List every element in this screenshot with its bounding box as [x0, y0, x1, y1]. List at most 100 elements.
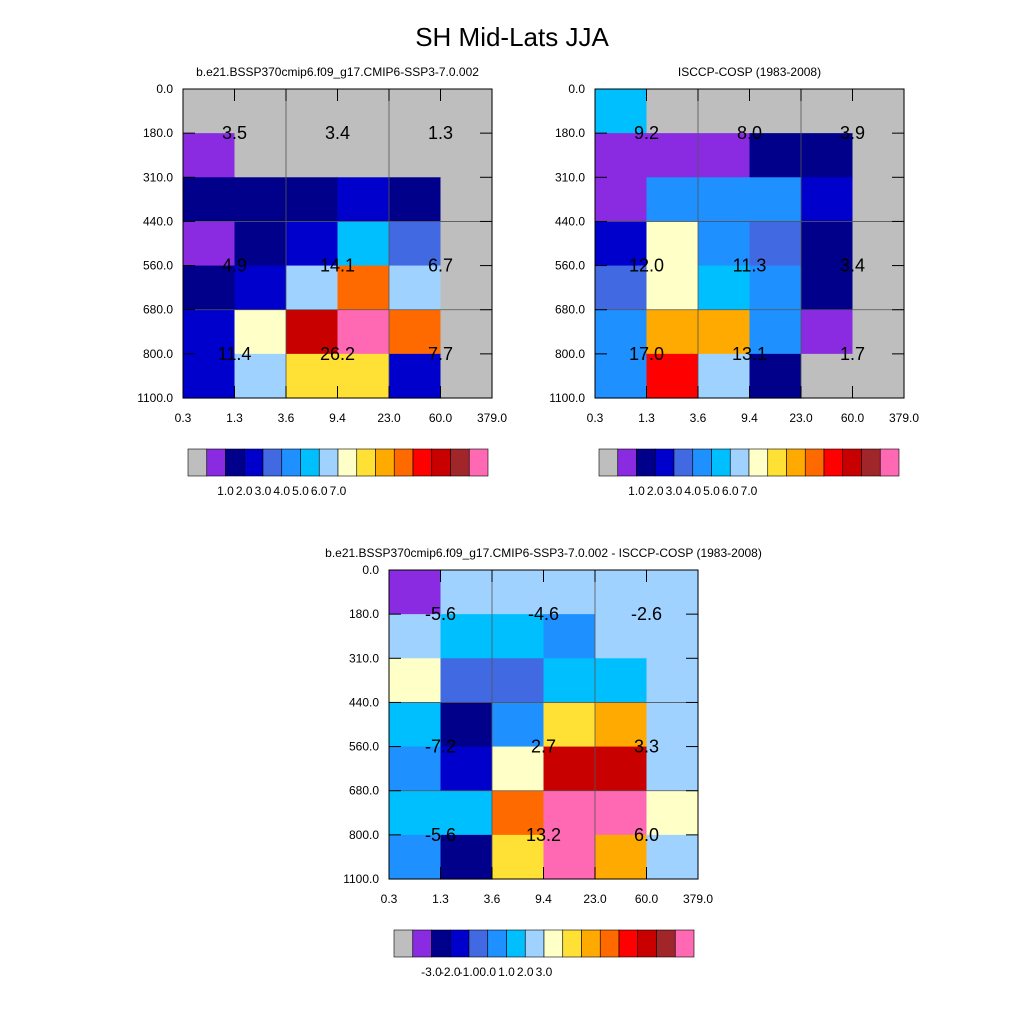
colorbar-swatch — [393, 929, 414, 958]
colorbar-swatch — [729, 448, 750, 477]
y-tick-label: 0.0 — [568, 82, 585, 96]
colorbar-swatch — [524, 929, 545, 958]
heatmap-cell — [440, 614, 493, 659]
colorbar-swatch — [543, 929, 564, 958]
colorbar-swatch — [692, 448, 712, 477]
heatmap-cell — [337, 177, 390, 223]
x-tick-label: 1.3 — [432, 892, 449, 906]
heatmap-cell — [646, 177, 699, 223]
heatmap-cell — [183, 177, 236, 223]
colorbar-swatch — [767, 448, 787, 477]
y-tick-label: 310.0 — [555, 170, 585, 184]
heatmap-cell — [440, 834, 493, 880]
figure-title: SH Mid-Lats JJA — [415, 22, 609, 52]
heatmap-cell — [646, 702, 699, 748]
heatmap-cell — [389, 133, 442, 178]
heatmap-cell — [698, 177, 751, 223]
colorbar-swatch — [879, 448, 900, 477]
heatmap-cell — [646, 353, 699, 399]
data-label: 12.0 — [629, 256, 664, 276]
x-tick-label: 23.0 — [377, 411, 401, 425]
heatmap-cell — [234, 353, 287, 399]
data-label: 14.1 — [320, 256, 355, 276]
x-tick-label: 1.3 — [638, 411, 655, 425]
colorbar-label: 1.0 — [628, 484, 645, 498]
heatmap-cell — [492, 702, 545, 748]
heatmap-cell — [440, 570, 493, 615]
heatmap-cell — [234, 309, 287, 355]
colorbar-swatch — [431, 448, 451, 477]
colorbar-swatch — [617, 448, 637, 477]
x-tick-label: 1.3 — [226, 411, 243, 425]
data-label: 7.7 — [428, 344, 453, 364]
y-tick-label: 180.0 — [349, 607, 379, 621]
x-tick-label: 3.6 — [484, 892, 501, 906]
heatmap-cell — [749, 353, 802, 399]
data-label: 4.9 — [222, 256, 247, 276]
colorbar-swatch — [673, 448, 694, 477]
y-tick-label: 310.0 — [143, 170, 173, 184]
colorbar-label: 0.0 — [479, 965, 496, 979]
y-tick-label: 680.0 — [143, 303, 173, 317]
heatmap-cell — [337, 221, 390, 267]
data-label: 9.2 — [634, 123, 659, 143]
heatmap-cell — [492, 790, 545, 836]
colorbar-swatch — [656, 929, 676, 958]
heatmap-cell — [595, 177, 648, 223]
heatmap-cell — [646, 309, 699, 355]
colorbar-label: 6.0 — [311, 484, 328, 498]
colorbar-label: 4.0 — [273, 484, 290, 498]
heatmap-cell — [492, 658, 545, 704]
heatmap-cell — [852, 177, 905, 223]
y-tick-label: 310.0 — [349, 651, 379, 665]
heatmap-cell — [801, 177, 854, 223]
y-tick-label: 0.0 — [362, 563, 379, 577]
x-tick-label: 0.3 — [381, 892, 398, 906]
heatmap-cell — [492, 570, 545, 615]
heatmap-cell — [286, 177, 339, 223]
heatmap-cell — [595, 265, 648, 311]
heatmap-cell — [389, 790, 442, 836]
heatmap-cell — [440, 177, 493, 223]
heatmap-cell — [595, 702, 648, 748]
heatmap-cell — [646, 265, 699, 311]
x-tick-label: 379.0 — [477, 411, 507, 425]
heatmap-cell — [183, 265, 236, 311]
heatmap-cell — [801, 89, 854, 134]
colorbar-swatch — [393, 448, 414, 477]
colorbar-swatch — [674, 929, 695, 958]
heatmap-cell — [852, 353, 905, 399]
heatmap-cell — [852, 309, 905, 355]
heatmap-cell — [337, 353, 390, 399]
heatmap-cell — [440, 702, 493, 748]
data-label: 13.2 — [526, 825, 561, 845]
colorbar-swatch — [842, 448, 862, 477]
heatmap-cell — [698, 265, 751, 311]
colorbar-swatch — [468, 448, 489, 477]
colorbar-swatch — [375, 448, 395, 477]
heatmap-cell — [337, 133, 390, 178]
heatmap-cell — [234, 133, 287, 178]
colorbar-label: -2.0 — [440, 965, 461, 979]
colorbar-swatch — [206, 448, 226, 477]
heatmap-cell — [698, 309, 751, 355]
heatmap-cell — [646, 790, 699, 836]
heatmap-cell — [543, 570, 596, 615]
y-tick-label: 180.0 — [555, 126, 585, 140]
x-tick-label: 9.4 — [535, 892, 552, 906]
heatmap-cell — [646, 658, 699, 704]
colorbar-swatch — [598, 448, 619, 477]
data-label: -5.6 — [425, 604, 456, 624]
colorbar-label: 3.0 — [536, 965, 553, 979]
heatmap-cell — [852, 89, 905, 134]
heatmap-cell — [183, 309, 236, 355]
colorbar-label: 5.0 — [703, 484, 720, 498]
heatmap-cell — [389, 658, 442, 704]
colorbar-swatch — [468, 929, 489, 958]
heatmap-cell — [646, 570, 699, 615]
y-tick-label: 0.0 — [156, 82, 173, 96]
heatmap-cell — [440, 133, 493, 178]
heatmap-cell — [698, 133, 751, 178]
colorbar-swatch — [786, 448, 806, 477]
colorbar-label: 7.0 — [330, 484, 347, 498]
